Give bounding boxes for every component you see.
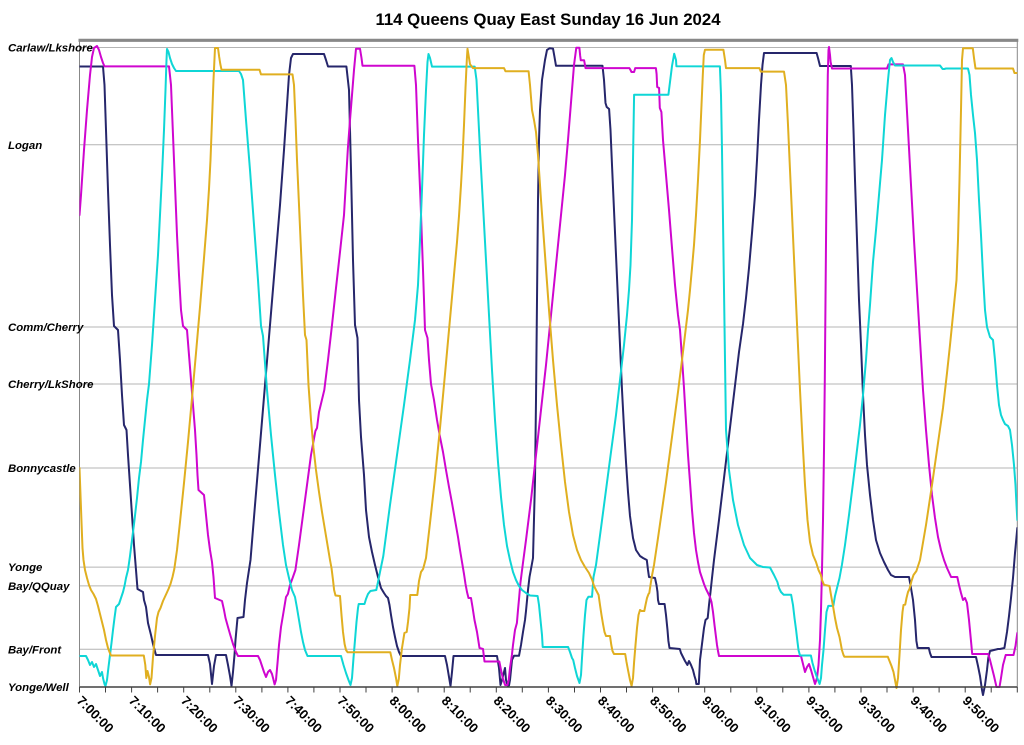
svg-text:Yonge/Well: Yonge/Well (8, 682, 70, 694)
svg-text:114 Queens Quay East Sunday 16: 114 Queens Quay East Sunday 16 Jun 2024 (375, 10, 721, 29)
svg-text:Bay/Front: Bay/Front (8, 644, 62, 656)
svg-text:Carlaw/Lkshore: Carlaw/Lkshore (8, 43, 93, 55)
svg-text:Cherry/LkShore: Cherry/LkShore (8, 379, 94, 391)
svg-text:Bay/QQuay: Bay/QQuay (8, 581, 70, 593)
svg-text:Yonge: Yonge (8, 562, 43, 574)
svg-text:Comm/Cherry: Comm/Cherry (8, 322, 84, 334)
svg-text:Bonnycastle: Bonnycastle (8, 463, 76, 475)
svg-text:Logan: Logan (8, 140, 42, 152)
